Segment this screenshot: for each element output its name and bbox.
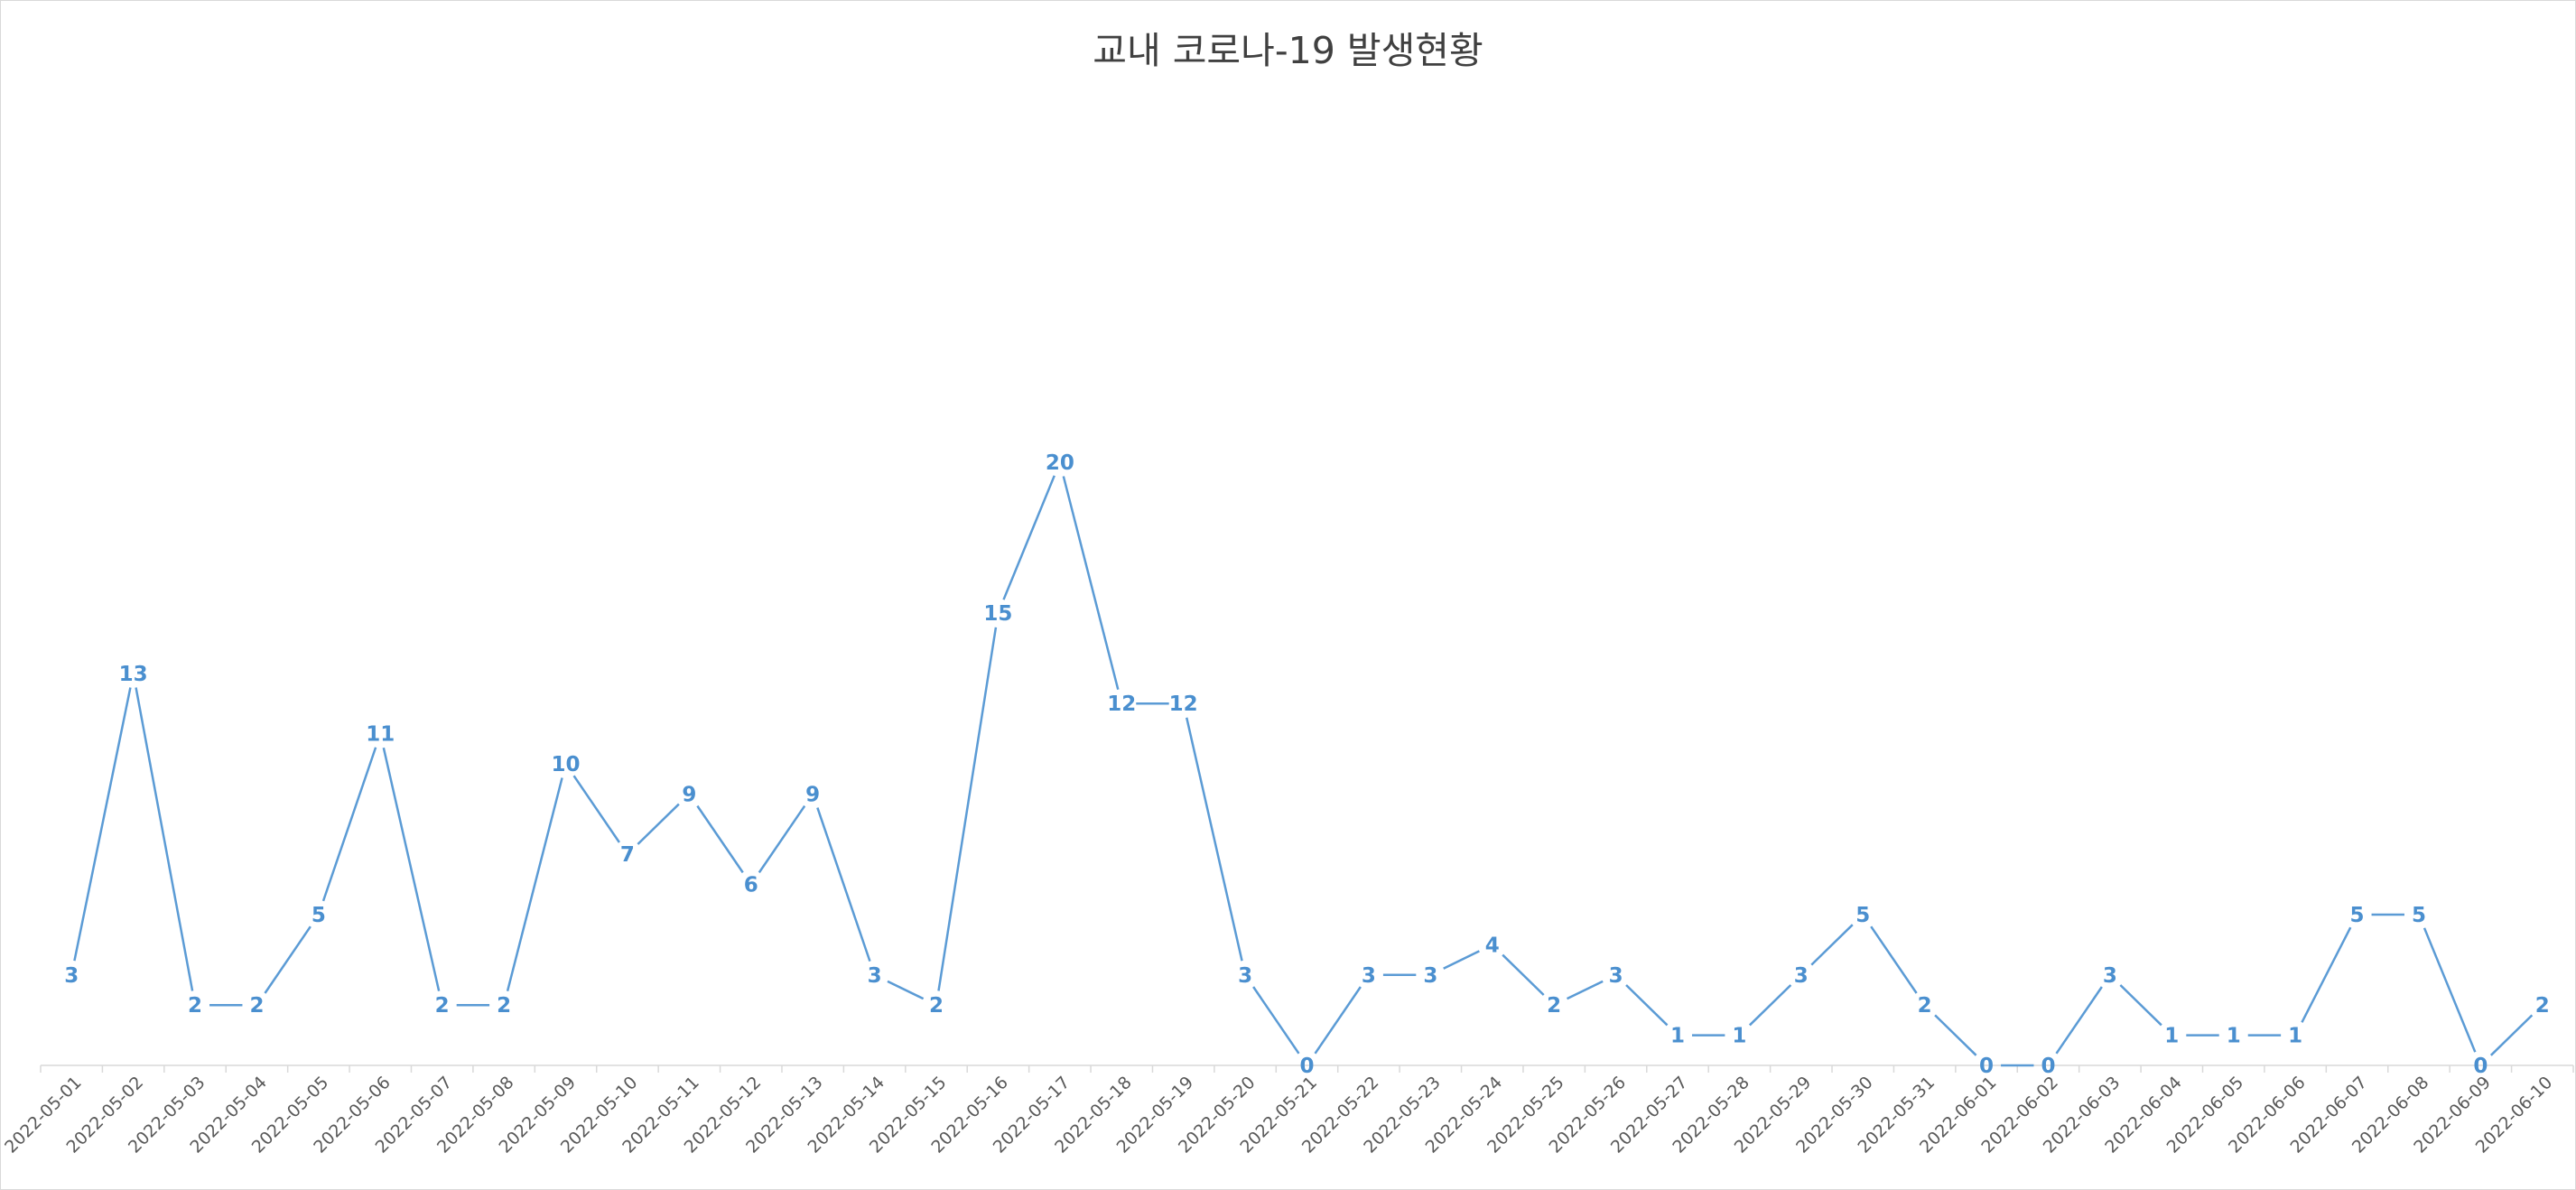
series-line-segment [1934,1014,1977,1056]
data-label: 12 [1107,693,1136,716]
series-line-segment [637,803,680,845]
series-line-segment [1002,475,1056,600]
series-line-segment [321,747,377,902]
data-label: 1 [2288,1025,2302,1048]
series-line-segment [1810,924,1854,966]
data-label: 2 [929,994,944,1018]
series-line-segment [1314,986,1362,1055]
data-label: 3 [1794,964,1809,988]
series-line-segment [572,775,620,843]
data-label: 2 [2535,994,2550,1018]
series-line-segment [2055,986,2103,1055]
data-label: 4 [1485,934,1500,957]
series-line-segment [696,804,744,874]
series-line-segment [135,687,194,991]
data-label: 2 [1918,994,1932,1018]
series-line-segment [2423,927,2477,1053]
series-line-segment [1748,984,1792,1027]
series-line-segment [1502,953,1545,996]
data-label: 0 [2041,1055,2055,1078]
series-line-segment [1566,980,1604,1000]
data-label: 5 [2412,904,2426,927]
data-label: 2 [188,994,202,1018]
data-label: 7 [620,843,635,867]
series-line-segment [2119,984,2162,1027]
data-label: 0 [1299,1055,1314,1078]
data-label: 20 [1046,451,1074,475]
data-label: 1 [2227,1025,2241,1048]
series-line-segment [73,687,132,962]
data-label: 3 [2103,964,2117,988]
data-label: 3 [1423,964,1437,988]
data-label: 2 [1547,994,1561,1018]
data-label: 12 [1169,693,1198,716]
data-label: 9 [682,783,696,806]
data-label: 11 [366,723,395,747]
data-label: 9 [805,783,820,806]
series-line-segment [264,925,312,994]
data-label: 1 [2164,1025,2179,1048]
series-line-segment [382,747,441,991]
series-line-segment [1870,925,1918,994]
series-line-segment [758,804,806,874]
data-label: 13 [119,663,148,686]
chart-title: 교내 코로나-19 발생현황 [1093,29,1483,72]
data-label: 0 [1979,1055,1994,1078]
data-label: 5 [2350,904,2365,927]
data-label: 15 [983,602,1012,626]
data-label: 3 [1609,964,1623,988]
data-label: 2 [497,994,511,1018]
data-label: 1 [1732,1025,1746,1048]
series-line-segment [1625,984,1669,1027]
series-line-segment [937,627,998,991]
series-line-segment [506,777,563,992]
series-line-segment [2489,1014,2534,1056]
data-label: 2 [435,994,450,1018]
data-label: 5 [1855,904,1870,927]
data-label: 3 [868,964,882,988]
data-label: 3 [64,964,79,988]
data-label: 10 [552,753,581,776]
series-line-segment [1062,476,1120,691]
data-label: 2 [249,994,264,1018]
plot-area: 2022-05-012022-05-022022-05-032022-05-04… [1,451,2574,1157]
series-line-segment [1443,950,1480,970]
series-line-segment [1186,717,1243,962]
series-line-segment [2301,926,2352,1023]
data-label: 6 [744,874,758,897]
series-line-segment [816,807,871,962]
series-line-segment [1252,986,1300,1055]
data-label: 1 [1670,1025,1685,1048]
data-label: 0 [2473,1055,2488,1078]
data-label: 3 [1362,964,1376,988]
data-label: 3 [1238,964,1252,988]
data-label: 5 [312,904,326,927]
series-line-segment [887,980,925,1000]
